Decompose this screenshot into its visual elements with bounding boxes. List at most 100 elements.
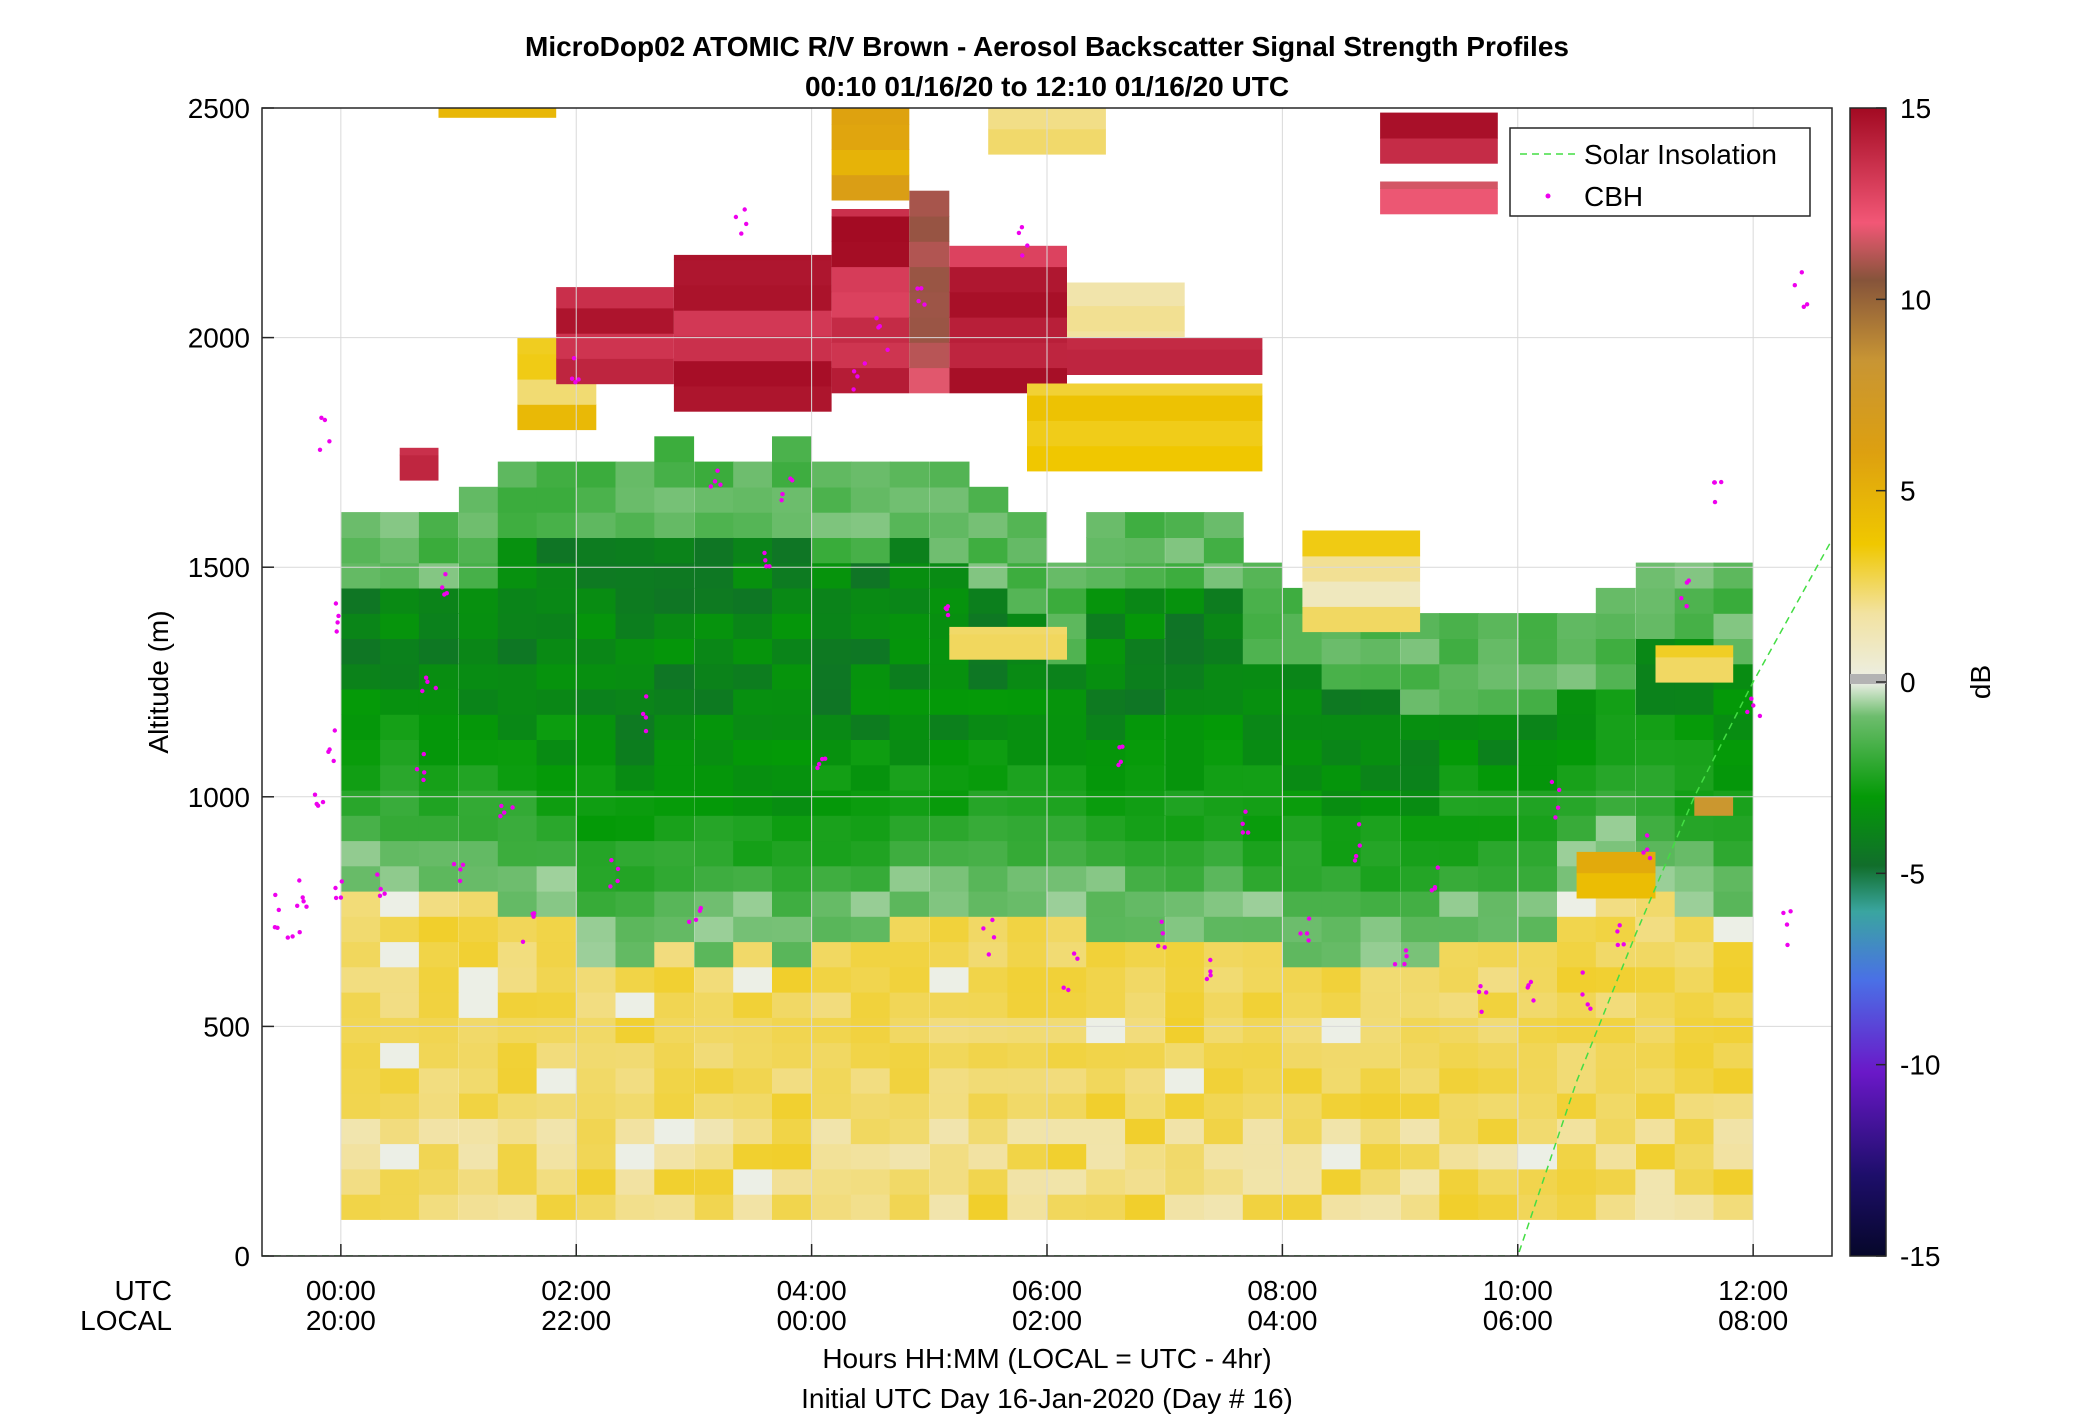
heatmap-cell <box>929 1194 970 1220</box>
heatmap-cell <box>1007 941 1048 968</box>
cbh-point <box>1204 976 1210 982</box>
heatmap-cell <box>576 1042 617 1069</box>
heatmap-cell <box>418 815 459 842</box>
cloud-cell <box>673 385 832 412</box>
heatmap-cell <box>733 941 773 968</box>
heatmap-cell <box>1203 638 1244 665</box>
heatmap-cell <box>615 663 656 690</box>
heatmap-cell <box>1203 1168 1244 1195</box>
heatmap-cell <box>1635 1168 1676 1195</box>
cbh-point <box>1159 919 1164 924</box>
heatmap-cell <box>850 1093 891 1119</box>
cbh-point <box>1644 833 1650 838</box>
heatmap-cell <box>1047 562 1088 589</box>
cbh-point <box>1781 910 1786 916</box>
heatmap-cell <box>1086 1143 1126 1170</box>
heatmap-cell <box>1518 865 1558 892</box>
heatmap-cell <box>968 739 1009 766</box>
heatmap-cell <box>576 966 617 993</box>
heatmap-cell <box>1203 714 1244 740</box>
cbh-point <box>919 286 924 291</box>
heatmap-cell <box>1713 1093 1754 1119</box>
heatmap-cell <box>615 840 656 867</box>
heatmap-cell <box>380 537 420 564</box>
cbh-point <box>742 207 747 212</box>
heatmap-cell <box>1086 815 1126 842</box>
heatmap-cell <box>1242 1093 1283 1119</box>
heatmap-cell <box>1203 992 1244 1018</box>
cbh-point <box>1617 923 1622 928</box>
heatmap-cell <box>615 865 656 892</box>
heatmap-cell <box>772 840 812 867</box>
cloud-cell <box>909 316 950 343</box>
heatmap-cell <box>380 587 420 614</box>
heatmap-cell <box>1321 865 1362 892</box>
y-tick-label: 2500 <box>188 93 250 124</box>
heatmap-cell <box>1165 688 1205 715</box>
heatmap-cell <box>1242 638 1283 665</box>
heatmap-cell <box>1400 764 1441 791</box>
heatmap-cell <box>654 512 695 538</box>
heatmap-cell <box>772 1168 812 1195</box>
cbh-point <box>1118 759 1124 764</box>
heatmap-cell <box>1203 865 1244 892</box>
heatmap-cell <box>850 1168 891 1195</box>
heatmap-cell <box>733 461 773 488</box>
heatmap-cell <box>1557 1143 1597 1170</box>
heatmap-cell <box>1595 966 1636 993</box>
cbh-point <box>502 810 507 815</box>
cbh-point <box>609 858 614 863</box>
heatmap-cell <box>576 714 617 740</box>
heatmap-cell <box>380 789 420 816</box>
heatmap-cell <box>1282 1118 1323 1145</box>
heatmap-cell <box>1282 1042 1323 1069</box>
heatmap-cell <box>929 840 970 867</box>
heatmap-cell <box>536 1143 577 1170</box>
heatmap-cell <box>418 1194 459 1220</box>
heatmap-cell <box>812 663 852 690</box>
cloud-cell <box>949 626 1067 635</box>
heatmap-cell <box>1674 1067 1715 1094</box>
heatmap-cell <box>1007 1143 1048 1170</box>
heatmap-cell <box>1242 1042 1283 1069</box>
heatmap-cell <box>418 789 459 816</box>
heatmap-cell <box>458 1067 499 1094</box>
heatmap-cell <box>536 992 577 1018</box>
heatmap-cell <box>694 461 735 488</box>
heatmap-cell <box>812 1042 852 1069</box>
heatmap-cell <box>772 1042 812 1069</box>
heatmap-cell <box>536 966 577 993</box>
heatmap-cell <box>1086 714 1126 740</box>
heatmap-cell <box>497 992 538 1018</box>
heatmap-cell <box>497 613 538 639</box>
cbh-point <box>851 369 857 374</box>
x-tick-label-utc: 02:00 <box>541 1275 611 1306</box>
heatmap-cell <box>1282 916 1323 943</box>
cbh-point <box>1435 865 1441 870</box>
heatmap-cell <box>1086 966 1126 993</box>
heatmap-cell <box>1713 815 1754 842</box>
heatmap-cell <box>1321 941 1362 968</box>
heatmap-cell <box>341 1194 381 1220</box>
heatmap-cell <box>889 1067 930 1094</box>
heatmap-cell <box>1713 1118 1754 1145</box>
heatmap-cell <box>1635 916 1676 943</box>
heatmap-cell <box>1400 1118 1441 1145</box>
cbh-point <box>944 607 949 612</box>
heatmap-cell <box>458 815 499 842</box>
heatmap-cell <box>458 1143 499 1170</box>
heatmap-cell <box>929 587 970 614</box>
heatmap-cell <box>1439 638 1480 665</box>
heatmap-cell <box>497 865 538 892</box>
heatmap-cell <box>1478 1093 1518 1119</box>
heatmap-cell <box>654 562 695 589</box>
heatmap-cell <box>1242 613 1283 639</box>
heatmap-cell <box>772 562 812 589</box>
cbh-point <box>1531 998 1536 1003</box>
heatmap-cell <box>576 764 617 791</box>
heatmap-cell <box>458 1042 499 1069</box>
heatmap-cell <box>850 966 891 993</box>
heatmap-cell <box>1321 815 1362 842</box>
cbh-point <box>1553 815 1558 820</box>
heatmap-cell <box>418 688 459 715</box>
